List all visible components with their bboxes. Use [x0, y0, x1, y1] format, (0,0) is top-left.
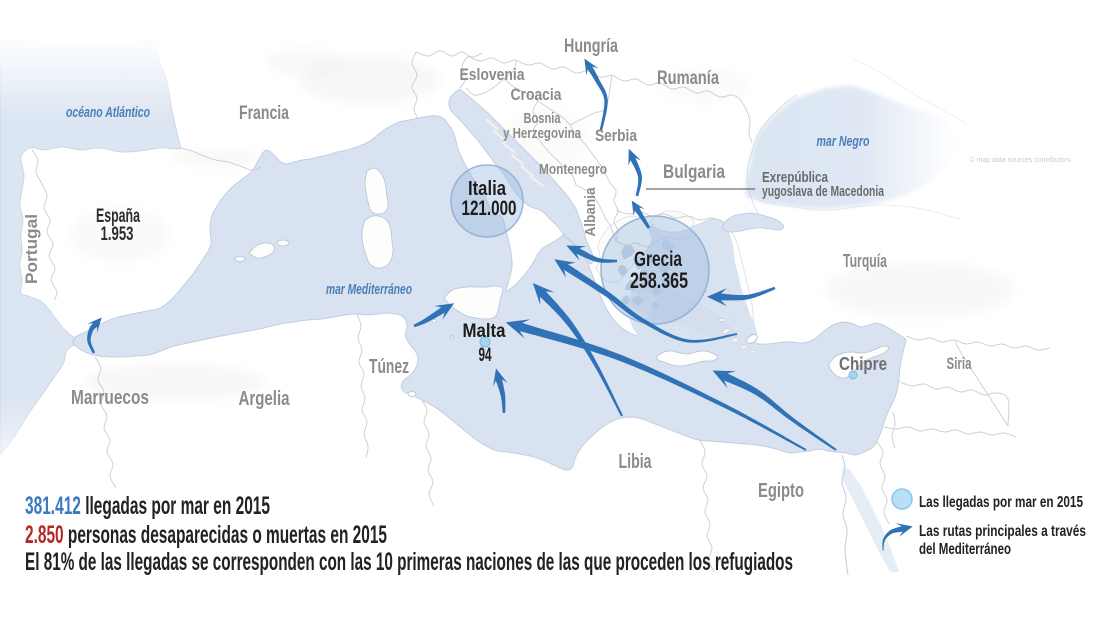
svg-text:Las rutas principales a través: Las rutas principales a través [919, 523, 1086, 540]
svg-text:Montenegro: Montenegro [539, 161, 607, 178]
svg-text:Turquía: Turquía [843, 251, 888, 271]
svg-text:1.953: 1.953 [101, 224, 134, 245]
svg-text:258.365: 258.365 [630, 268, 688, 293]
svg-text:El 81% de las llegadas se corr: El 81% de las llegadas se corresponden c… [25, 548, 793, 576]
svg-text:Malta: Malta [463, 321, 506, 342]
svg-text:Hungría: Hungría [564, 36, 618, 57]
svg-text:Marruecos: Marruecos [71, 387, 149, 409]
svg-text:Las llegadas por mar en 2015: Las llegadas por mar en 2015 [919, 494, 1083, 511]
svg-text:381.412 llegadas por mar en 20: 381.412 llegadas por mar en 2015 [25, 492, 270, 520]
svg-text:Eslovenia: Eslovenia [460, 65, 525, 84]
svg-text:Argelia: Argelia [239, 388, 291, 410]
svg-text:2.850 personas desaparecidas o: 2.850 personas desaparecidas o muertas e… [25, 521, 387, 549]
svg-text:Italia: Italia [468, 178, 507, 200]
svg-text:121.000: 121.000 [462, 197, 517, 220]
svg-text:Túnez: Túnez [369, 356, 409, 378]
svg-text:mar Mediterráneo: mar Mediterráneo [326, 281, 412, 298]
svg-text:Portugal: Portugal [22, 214, 41, 284]
svg-text:Bosnia: Bosnia [524, 110, 561, 127]
svg-text:océano Atlántico: océano Atlántico [66, 104, 150, 121]
svg-text:Serbia: Serbia [595, 126, 637, 145]
svg-text:España: España [96, 206, 140, 227]
svg-text:Croacia: Croacia [511, 85, 562, 104]
svg-text:y Herzegovina: y Herzegovina [503, 125, 581, 142]
svg-text:mar Negro: mar Negro [817, 133, 870, 150]
svg-text:Exrepública: Exrepública [762, 169, 829, 186]
svg-text:Bulgaria: Bulgaria [663, 162, 725, 183]
svg-text:94: 94 [479, 345, 492, 366]
svg-text:Grecia: Grecia [634, 248, 682, 271]
svg-text:Siria: Siria [947, 354, 972, 373]
svg-text:Chipre: Chipre [839, 354, 887, 374]
svg-text:Francia: Francia [239, 103, 289, 124]
svg-text:© map data sources contributor: © map data sources contributors [969, 156, 1071, 164]
svg-text:Libia: Libia [619, 451, 653, 473]
svg-text:del Mediterráneo: del Mediterráneo [919, 541, 1011, 558]
svg-text:Albania: Albania [582, 187, 599, 237]
svg-text:yugoslava de Macedonia: yugoslava de Macedonia [762, 183, 884, 200]
svg-text:Rumanía: Rumanía [657, 68, 719, 89]
svg-text:Egipto: Egipto [758, 480, 804, 502]
